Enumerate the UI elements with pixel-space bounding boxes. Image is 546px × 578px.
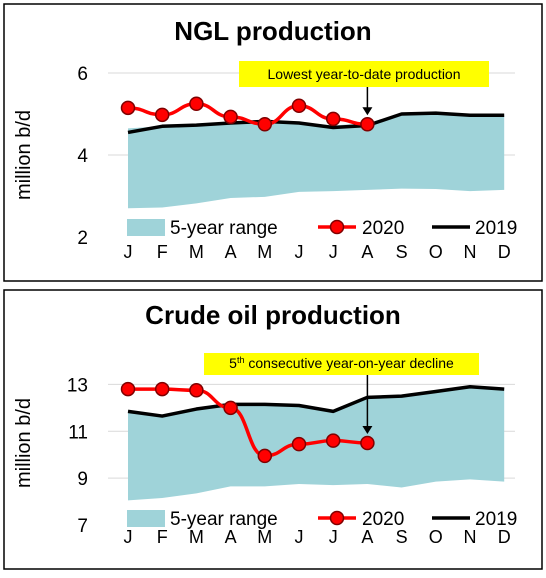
chart-title: Crude oil production (145, 300, 401, 330)
five-year-range-area (128, 114, 505, 209)
legend-marker-2020 (329, 510, 345, 526)
series-2020-point (257, 117, 273, 132)
x-tick-label: O (429, 242, 443, 262)
y-tick-label: 6 (77, 64, 88, 85)
x-tick-label: M (189, 527, 204, 547)
x-tick-label: D (498, 242, 511, 262)
x-tick-label: M (189, 242, 204, 262)
y-tick-label: 11 (68, 422, 88, 443)
annotation-text: 5th consecutive year-on-year decline (229, 355, 454, 371)
y-tick-label: 13 (67, 375, 88, 396)
series-2020-point (189, 383, 204, 398)
x-tick-label: A (361, 242, 373, 262)
legend-label-2019: 2019 (475, 509, 517, 530)
series-2020-point (325, 111, 341, 127)
x-tick-label: F (157, 527, 168, 547)
x-tick-label: J (329, 242, 338, 262)
series-2020-point (360, 435, 375, 451)
series-2020-point (291, 98, 307, 114)
annotation-text: Lowest year-to-date production (268, 66, 461, 82)
annotation-arrow-head (362, 107, 373, 116)
series-2020-point (120, 100, 136, 116)
x-tick-label: N (464, 242, 477, 262)
x-tick-label: J (295, 242, 304, 262)
x-tick-label: M (257, 527, 272, 547)
series-2020-point (223, 400, 238, 416)
legend-marker-2020 (329, 219, 345, 235)
x-tick-label: A (225, 242, 237, 262)
series-2020-point (189, 96, 204, 111)
annotation-box (239, 61, 489, 87)
x-tick-label: J (124, 527, 133, 547)
ngl-chart: NGL production million b/d 2 4 6 Lowest year-… (3, 3, 543, 282)
x-tick-label: N (464, 527, 477, 547)
x-tick-label: A (361, 527, 373, 547)
legend-swatch-range (127, 219, 165, 236)
x-tick-label: D (498, 527, 511, 547)
series-2020-point (291, 436, 307, 452)
x-tick-label: A (225, 527, 237, 547)
series-2020-point (257, 448, 273, 464)
chart-title: NGL production (174, 16, 371, 46)
legend-label-2020: 2020 (362, 218, 404, 239)
x-tick-label: M (257, 242, 272, 262)
series-2020-point (154, 107, 170, 123)
legend-swatch-range (127, 510, 165, 527)
annotation-arrow-head (362, 426, 373, 434)
series-2020-point (120, 381, 136, 397)
x-tick-label: F (157, 242, 168, 262)
x-tick-label: J (329, 527, 338, 547)
x-tick-label: J (295, 527, 304, 547)
series-2019-line (127, 111, 505, 135)
y-axis-label: million b/d (13, 110, 35, 200)
crude-chart: Crude oil production million b/d 7 9 11 13 5th… (3, 289, 543, 570)
legend-label-range: 5-year range (170, 218, 278, 239)
y-tick-label: 2 (77, 228, 88, 249)
y-axis-label: million b/d (13, 398, 35, 488)
series-2020-point (325, 433, 341, 448)
y-tick-label: 4 (77, 146, 88, 167)
y-tick-label: 9 (77, 469, 88, 490)
legend-label-2019: 2019 (475, 218, 517, 239)
series-2020-point (360, 117, 375, 132)
y-tick-label: 7 (77, 516, 88, 537)
series-2020-point (154, 381, 170, 397)
x-tick-label: S (396, 527, 408, 547)
series-2020-point (223, 109, 238, 125)
annotation-box (204, 353, 479, 375)
x-tick-label: S (396, 242, 408, 262)
x-tick-label: J (124, 242, 133, 262)
legend-label-range: 5-year range (170, 509, 278, 530)
x-tick-label: O (429, 527, 443, 547)
legend-label-2020: 2020 (362, 509, 404, 530)
series-2019-line (127, 385, 505, 418)
